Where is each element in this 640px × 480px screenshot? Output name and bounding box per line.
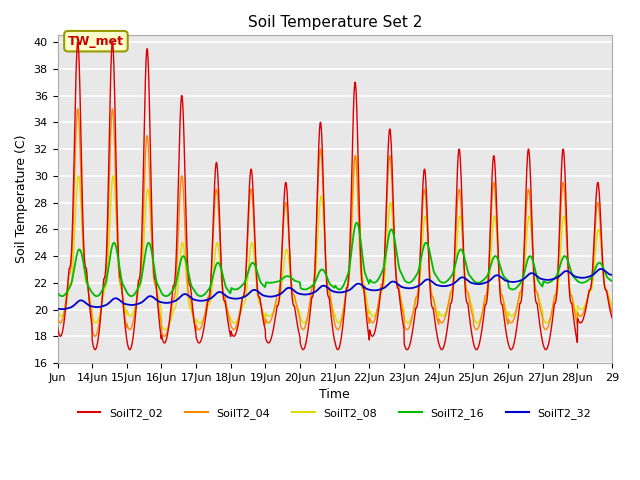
SoilT2_16 [601,268,609,274]
Text: TW_met: TW_met [68,35,124,48]
SoilT2_32 [597,266,605,272]
SoilT2_04 [229,326,237,332]
SoilT2_32 [109,296,117,302]
SoilT2_08 [54,307,61,312]
SoilT2_08 [601,281,609,287]
SoilT2_16 [196,293,204,299]
SoilT2_32 [54,306,61,312]
SoilT2_02 [74,39,81,45]
SoilT2_02 [601,283,609,289]
Line: SoilT2_16: SoilT2_16 [58,223,612,296]
SoilT2_02 [229,333,237,339]
SoilT2_16 [534,276,541,282]
SoilT2_32 [58,306,66,312]
SoilT2_02 [92,347,99,352]
SoilT2_04 [54,313,61,319]
SoilT2_08 [502,308,510,313]
SoilT2_08 [608,302,616,308]
SoilT2_02 [54,324,61,330]
SoilT2_16 [502,276,510,282]
Line: SoilT2_32: SoilT2_32 [58,269,612,309]
Legend: SoilT2_02, SoilT2_04, SoilT2_08, SoilT2_16, SoilT2_32: SoilT2_02, SoilT2_04, SoilT2_08, SoilT2_… [74,403,596,423]
Line: SoilT2_08: SoilT2_08 [58,156,612,330]
SoilT2_04 [109,114,117,120]
SoilT2_04 [534,290,541,296]
SoilT2_16 [54,290,61,296]
SoilT2_32 [533,274,541,279]
SoilT2_08 [109,173,116,179]
SoilT2_02 [608,315,616,321]
SoilT2_04 [74,106,81,112]
SoilT2_04 [502,313,510,319]
Line: SoilT2_04: SoilT2_04 [58,109,612,336]
X-axis label: Time: Time [319,388,350,401]
SoilT2_32 [229,296,237,301]
SoilT2_32 [369,288,376,293]
SoilT2_32 [502,278,509,284]
SoilT2_16 [353,220,360,226]
SoilT2_08 [369,313,376,319]
SoilT2_04 [608,309,616,315]
SoilT2_16 [229,286,237,292]
SoilT2_32 [608,272,616,278]
SoilT2_02 [502,329,510,335]
SoilT2_32 [601,268,609,274]
SoilT2_04 [369,320,376,326]
SoilT2_08 [534,290,541,296]
SoilT2_08 [352,153,360,158]
SoilT2_16 [608,278,616,284]
SoilT2_02 [109,50,117,56]
SoilT2_08 [161,327,169,333]
SoilT2_02 [369,334,376,339]
SoilT2_04 [92,334,99,339]
Y-axis label: Soil Temperature (C): Soil Temperature (C) [15,135,28,264]
SoilT2_04 [601,284,609,289]
Title: Soil Temperature Set 2: Soil Temperature Set 2 [248,15,422,30]
SoilT2_16 [369,279,376,285]
SoilT2_16 [109,241,116,247]
SoilT2_08 [229,319,237,325]
SoilT2_02 [534,302,541,308]
Line: SoilT2_02: SoilT2_02 [58,42,612,349]
